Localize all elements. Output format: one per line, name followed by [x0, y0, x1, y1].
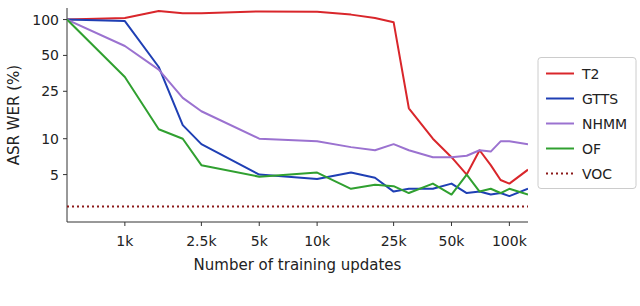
- x-tick-label: 5k: [251, 233, 269, 249]
- chart: 5 10 25 50 100 1k 2.5k 5k 10k 25k 50k 100k Number of…: [0, 0, 640, 306]
- legend-label: VOC: [582, 166, 612, 182]
- x-tick: [124, 222, 125, 226]
- legend-swatch: [546, 123, 574, 125]
- y-tick: [63, 138, 67, 139]
- x-tick-label: 100k: [492, 233, 528, 249]
- x-axis-label: Number of training updates: [194, 256, 402, 274]
- x-tick-label: 25k: [381, 233, 408, 249]
- y-tick: [63, 55, 67, 56]
- legend-swatch: [546, 73, 574, 75]
- x-tick-label: 10k: [304, 233, 331, 249]
- series-line: [67, 205, 528, 207]
- y-tick-label: 100: [32, 12, 59, 28]
- series-line: [67, 20, 528, 158]
- y-axis-label: ASR WER (%): [5, 65, 23, 165]
- x-tick: [317, 222, 318, 226]
- legend-swatch: [546, 98, 574, 100]
- legend-swatch: [546, 148, 574, 150]
- x-tick: [259, 222, 260, 226]
- x-tick: [201, 222, 202, 226]
- x-tick: [509, 222, 510, 226]
- x-tick-label: 1k: [116, 233, 134, 249]
- legend-box: [538, 58, 636, 189]
- y-axis-line: [67, 8, 68, 222]
- legend-swatch: [546, 173, 574, 175]
- x-axis-line: [67, 222, 528, 223]
- y-tick: [63, 19, 67, 20]
- y-tick-label: 10: [41, 131, 59, 147]
- y-tick-label: 50: [41, 47, 59, 63]
- legend-label: OF: [582, 141, 601, 157]
- x-tick-label: 50k: [439, 233, 466, 249]
- y-tick: [63, 91, 67, 92]
- legend-label: GTTS: [582, 91, 618, 107]
- legend-label: NHMM: [582, 116, 627, 132]
- legend-label: T2: [581, 66, 599, 82]
- x-tick-label: 2.5k: [186, 233, 217, 249]
- plot-lines: [67, 11, 528, 206]
- series-line: [67, 20, 528, 195]
- y-tick-label: 25: [41, 83, 59, 99]
- y-tick: [63, 174, 67, 175]
- y-tick-label: 5: [50, 167, 59, 183]
- x-tick: [451, 222, 452, 226]
- x-tick: [393, 222, 394, 226]
- series-line: [67, 20, 528, 197]
